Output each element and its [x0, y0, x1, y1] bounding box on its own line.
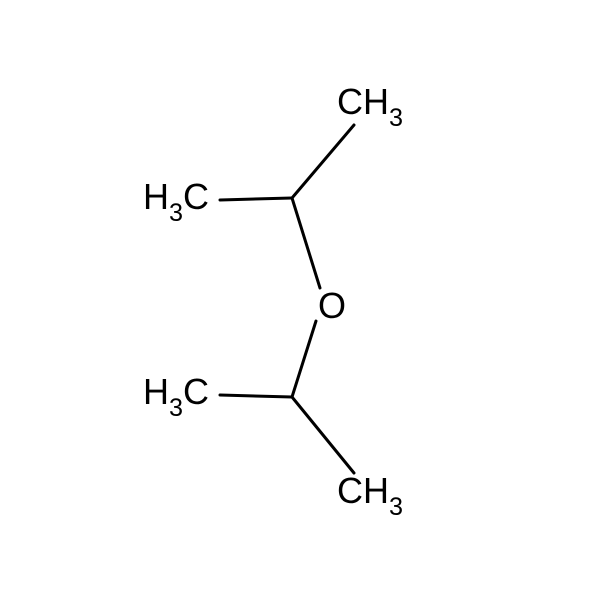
bond-line [292, 397, 354, 473]
bond-line [292, 125, 354, 198]
bond-line [292, 321, 316, 397]
bond-line [220, 395, 292, 397]
atom-label-h3c_lower: H3C [143, 371, 209, 419]
atom-label-h3c_upper: H3C [143, 176, 209, 224]
atom-label-ch3_bottom: CH3 [337, 470, 403, 518]
atom-label-ch3_top: CH3 [337, 81, 403, 129]
atom-label-o_center: O [318, 285, 346, 327]
bond-line [292, 198, 320, 288]
molecule-diagram: CH3 H3C O H3C CH3 [0, 0, 600, 600]
bond-layer [0, 0, 600, 600]
bond-line [220, 198, 292, 200]
